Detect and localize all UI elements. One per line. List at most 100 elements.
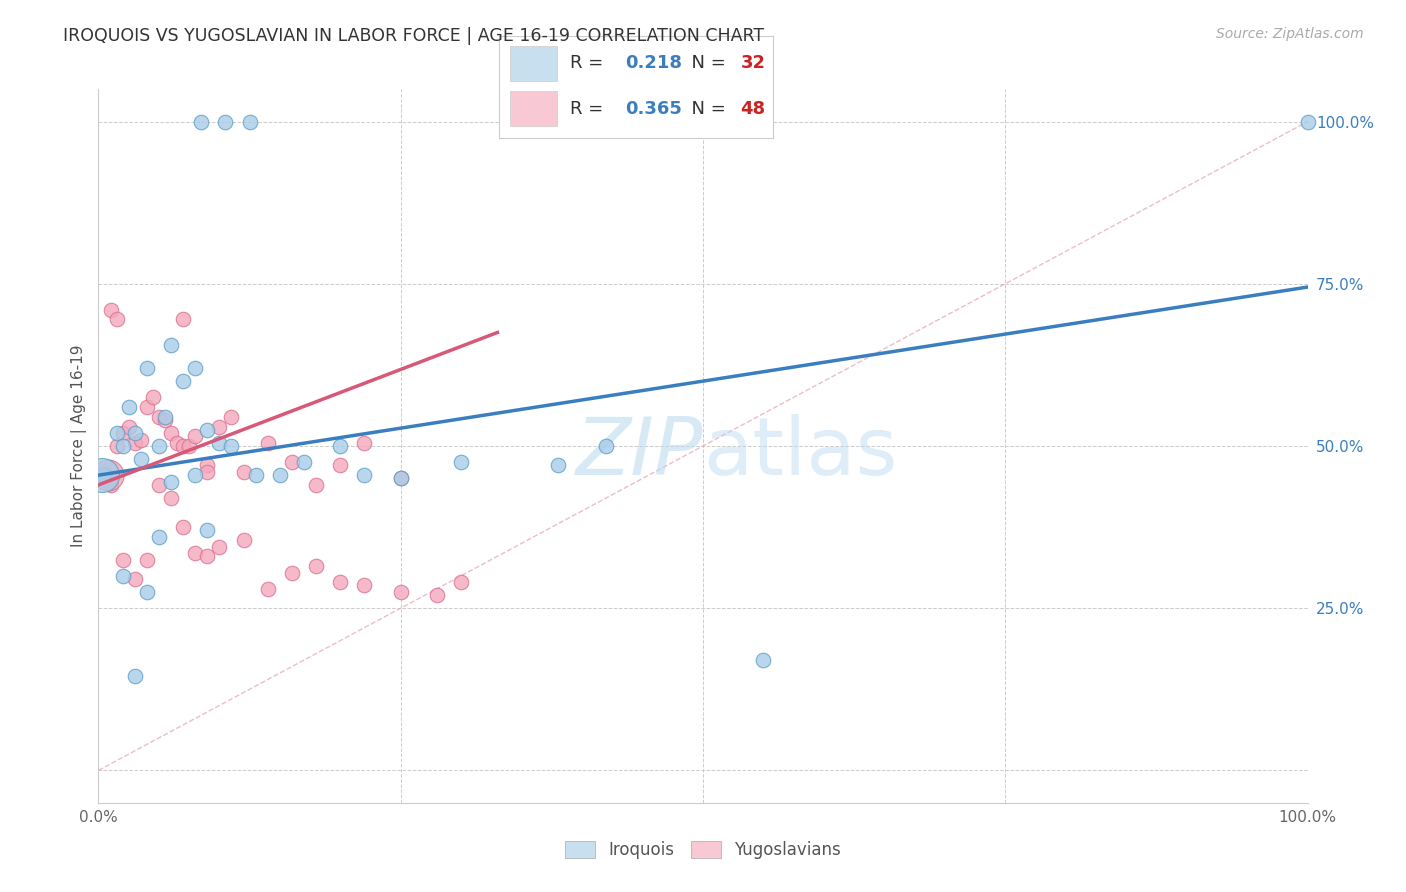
Point	[389, 471, 412, 485]
Point	[118, 419, 141, 434]
Point	[172, 439, 194, 453]
Point	[129, 452, 152, 467]
Point	[160, 475, 183, 489]
Point	[105, 312, 128, 326]
Point	[190, 114, 212, 128]
Point	[1296, 114, 1319, 128]
Text: atlas: atlas	[703, 414, 897, 492]
Point	[129, 433, 152, 447]
Text: IROQUOIS VS YUGOSLAVIAN IN LABOR FORCE | AGE 16-19 CORRELATION CHART: IROQUOIS VS YUGOSLAVIAN IN LABOR FORCE |…	[63, 27, 765, 45]
Point	[353, 468, 375, 483]
Point	[160, 425, 183, 440]
Point	[305, 478, 328, 492]
Point	[148, 478, 170, 492]
Point	[221, 439, 243, 453]
Point	[353, 435, 375, 450]
Point	[208, 540, 231, 554]
Point	[232, 533, 254, 547]
Point	[389, 471, 412, 485]
Point	[547, 458, 569, 473]
Point	[105, 439, 128, 453]
Text: Source: ZipAtlas.com: Source: ZipAtlas.com	[1216, 27, 1364, 41]
Point	[111, 568, 134, 582]
Point	[148, 409, 170, 424]
Point	[124, 572, 146, 586]
Point	[100, 478, 122, 492]
Point	[153, 413, 176, 427]
Point	[426, 588, 449, 602]
Point	[221, 409, 243, 424]
Point	[172, 520, 194, 534]
Point	[281, 455, 304, 469]
Text: N =: N =	[681, 100, 731, 118]
Point	[184, 361, 207, 376]
Point	[111, 425, 134, 440]
Point	[148, 530, 170, 544]
Point	[195, 524, 218, 538]
Point	[256, 582, 278, 596]
Point	[450, 575, 472, 590]
Legend: Iroquois, Yugoslavians: Iroquois, Yugoslavians	[558, 834, 848, 866]
Point	[179, 439, 201, 453]
Point	[184, 546, 207, 560]
Point	[111, 439, 134, 453]
Point	[153, 409, 176, 424]
Point	[166, 435, 188, 450]
Point	[239, 114, 262, 128]
Point	[595, 439, 617, 453]
Point	[195, 458, 218, 473]
Point	[329, 439, 352, 453]
Point	[91, 468, 114, 483]
Text: 0.218: 0.218	[626, 54, 682, 72]
Point	[450, 455, 472, 469]
Point	[172, 374, 194, 388]
Point	[142, 390, 165, 404]
Text: N =: N =	[681, 54, 731, 72]
Point	[389, 585, 412, 599]
Point	[135, 361, 157, 376]
Point	[124, 425, 146, 440]
Text: ZIP: ZIP	[575, 414, 703, 492]
Point	[111, 552, 134, 566]
Point	[752, 653, 775, 667]
Point	[160, 491, 183, 505]
Point	[100, 302, 122, 317]
Point	[184, 429, 207, 443]
Point	[292, 455, 315, 469]
Point	[305, 559, 328, 574]
Point	[105, 425, 128, 440]
Point	[118, 400, 141, 414]
Point	[135, 585, 157, 599]
Point	[195, 423, 218, 437]
Point	[329, 575, 352, 590]
Point	[245, 468, 267, 483]
Point	[135, 552, 157, 566]
Point	[184, 468, 207, 483]
Text: 48: 48	[741, 100, 765, 118]
Text: R =: R =	[571, 100, 609, 118]
FancyBboxPatch shape	[510, 46, 557, 81]
Point	[353, 578, 375, 592]
FancyBboxPatch shape	[510, 91, 557, 126]
Point	[232, 465, 254, 479]
Point	[329, 458, 352, 473]
Point	[93, 468, 115, 483]
Point	[256, 435, 278, 450]
Text: 0.365: 0.365	[626, 100, 682, 118]
Text: R =: R =	[571, 54, 609, 72]
Point	[214, 114, 236, 128]
Point	[208, 419, 231, 434]
Point	[135, 400, 157, 414]
Point	[124, 435, 146, 450]
Point	[281, 566, 304, 580]
Point	[195, 549, 218, 564]
Y-axis label: In Labor Force | Age 16-19: In Labor Force | Age 16-19	[72, 344, 87, 548]
Text: 32: 32	[741, 54, 765, 72]
Point	[172, 312, 194, 326]
Point	[208, 435, 231, 450]
Point	[148, 439, 170, 453]
Point	[93, 465, 115, 479]
Point	[160, 338, 183, 352]
Point	[124, 669, 146, 683]
Point	[97, 468, 120, 483]
